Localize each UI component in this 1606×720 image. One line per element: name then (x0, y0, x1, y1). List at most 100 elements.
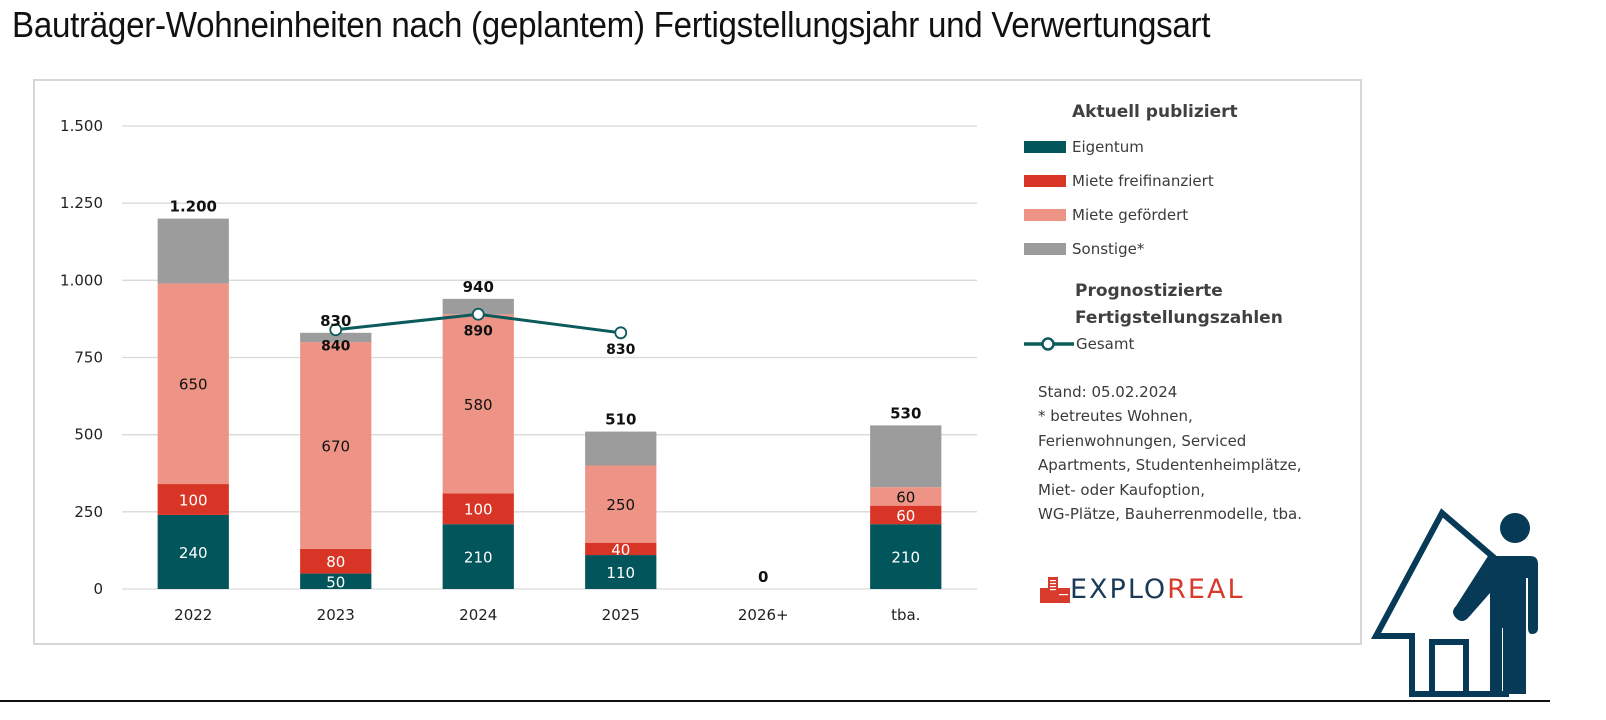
total-label: 1.200 (170, 198, 217, 216)
bar-segment-miete-gef-rdert (442, 314, 514, 494)
bottom-rule (0, 700, 1550, 702)
total-label: 510 (605, 411, 636, 429)
y-tick-label: 0 (93, 580, 103, 598)
line-point-label: 890 (464, 323, 493, 339)
x-tick-label: 2026+ (738, 606, 789, 624)
total-label: 530 (890, 404, 921, 422)
legend-item-eigentum: Eigentum (1024, 130, 1354, 164)
footnote-line: WG-Plätze, Bauherrenmodelle, tba. (1038, 505, 1302, 524)
footnote-line: Miet- oder Kaufoption, (1038, 480, 1206, 499)
segment-label: 110 (606, 564, 635, 582)
bar-segment-eigentum (442, 524, 514, 589)
line-point (614, 326, 628, 340)
legend-swatch (1024, 209, 1066, 221)
legend-label: Gesamt (1076, 335, 1135, 353)
y-tick-label: 1.000 (60, 271, 103, 289)
bar-segment-miete-gef-rdert (585, 465, 657, 543)
building-icon (1040, 576, 1070, 603)
bar-segment-miete-freifinanziert (870, 505, 942, 525)
footnote-line: Apartments, Studentenheimplätze, (1038, 456, 1302, 475)
segment-label: 210 (464, 549, 493, 567)
segment-label: 50 (326, 573, 345, 591)
bar-segment-miete-freifinanziert (585, 542, 657, 556)
legend-swatch (1024, 243, 1066, 255)
x-tick-label: 2022 (174, 606, 212, 624)
segment-label: 60 (896, 488, 915, 506)
logo-text-part1: EXPLO (1070, 574, 1168, 605)
bar-segment-eigentum (870, 524, 942, 589)
bars (157, 218, 942, 589)
y-tick-label: 250 (74, 503, 103, 521)
total-label: 940 (463, 278, 494, 296)
segment-label: 100 (464, 501, 493, 519)
footnote-date: Stand: 05.02.2024 (1038, 383, 1178, 401)
legend-heading-forecast-line2: Fertigstellungszahlen (1075, 308, 1283, 328)
legend-label: Miete gefördert (1072, 206, 1189, 224)
bar-segment-eigentum (157, 514, 229, 589)
segment-label: 100 (179, 491, 208, 509)
legend-swatch (1024, 141, 1066, 153)
footnote-line: * betreutes Wohnen, (1038, 407, 1193, 426)
legend: Aktuell publiziert Eigentum Miete freifi… (1024, 102, 1354, 356)
line-point (471, 307, 485, 321)
total-label: 0 (758, 568, 768, 586)
x-axis: 2022 2023 2024 2025 2026+ tba. (174, 606, 920, 624)
legend-item-miete-freifinanziert: Miete freifinanziert (1024, 164, 1354, 198)
bar-segment-sonstige- (300, 332, 372, 343)
legend-swatch (1024, 175, 1066, 187)
legend-heading-forecast: Prognostizierte Fertigstellungszahlen (1075, 278, 1354, 332)
exploreal-logo: EXPLOREAL (1040, 574, 1245, 605)
bar-segment-miete-freifinanziert (157, 484, 229, 515)
legend-label: Sonstige* (1072, 240, 1145, 258)
legend-item-gesamt: Gesamt (1024, 332, 1354, 356)
segment-label: 240 (179, 544, 208, 562)
y-tick-label: 750 (74, 349, 103, 367)
grid-layer (122, 125, 977, 590)
segment-label: 210 (891, 549, 920, 567)
line-point-label: 830 (606, 342, 635, 358)
segment-label: 670 (321, 437, 350, 455)
bar-segment-eigentum (585, 555, 657, 589)
x-tick-label: 2024 (459, 606, 497, 624)
segment-label: 80 (326, 553, 345, 571)
segment-label: 60 (896, 507, 915, 525)
x-tick-label: 2025 (602, 606, 640, 624)
legend-heading: Aktuell publiziert (1072, 102, 1238, 122)
bar-segment-miete-freifinanziert (442, 493, 514, 525)
line-marker-icon (1024, 337, 1074, 351)
legend-label: Miete freifinanziert (1072, 172, 1214, 190)
line-point (329, 323, 343, 337)
y-tick-label: 500 (74, 426, 103, 444)
footnote-line: Ferienwohnungen, Serviced (1038, 431, 1247, 450)
line-point-label: 840 (321, 339, 350, 355)
x-tick-label: tba. (891, 606, 920, 624)
segment-label: 250 (606, 496, 635, 514)
segment-label: 650 (179, 376, 208, 394)
bar-segment-miete-gef-rdert (870, 487, 942, 506)
page-title: Bauträger-Wohneinheiten nach (geplantem)… (12, 4, 1211, 45)
x-tick-label: 2023 (317, 606, 355, 624)
y-tick-label: 1.250 (60, 194, 103, 212)
y-tick-label: 1.500 (60, 117, 103, 135)
chart-frame (33, 79, 1362, 645)
segment-label: 580 (464, 396, 493, 414)
bar-segment-miete-freifinanziert (300, 548, 372, 574)
forecast-line (329, 307, 628, 340)
bar-segment-eigentum (300, 573, 372, 589)
segment-label: 40 (611, 541, 630, 559)
data-labels: 240 100 650 1.200 50 80 670 830 210 100 580 940 110 4… (170, 198, 922, 592)
total-label: 830 (320, 312, 351, 330)
logo-text: EXPLOREAL (1070, 574, 1245, 605)
house-person-icon (1370, 508, 1538, 697)
footnote: Stand: 05.02.2024 * betreutes Wohnen, Fe… (1038, 380, 1302, 526)
bar-segment-sonstige- (442, 298, 514, 315)
bar-segment-miete-gef-rdert (300, 342, 372, 549)
y-axis: 0 250 500 750 1.000 1.250 1.500 (60, 117, 103, 598)
legend-item-miete-gefoerdert: Miete gefördert (1024, 198, 1354, 232)
legend-heading-forecast-line1: Prognostizierte (1075, 281, 1223, 301)
bar-segment-miete-gef-rdert (157, 283, 229, 485)
logo-text-part2: REAL (1167, 574, 1245, 605)
legend-item-sonstige: Sonstige* (1024, 232, 1354, 266)
bar-segment-sonstige- (870, 425, 942, 488)
